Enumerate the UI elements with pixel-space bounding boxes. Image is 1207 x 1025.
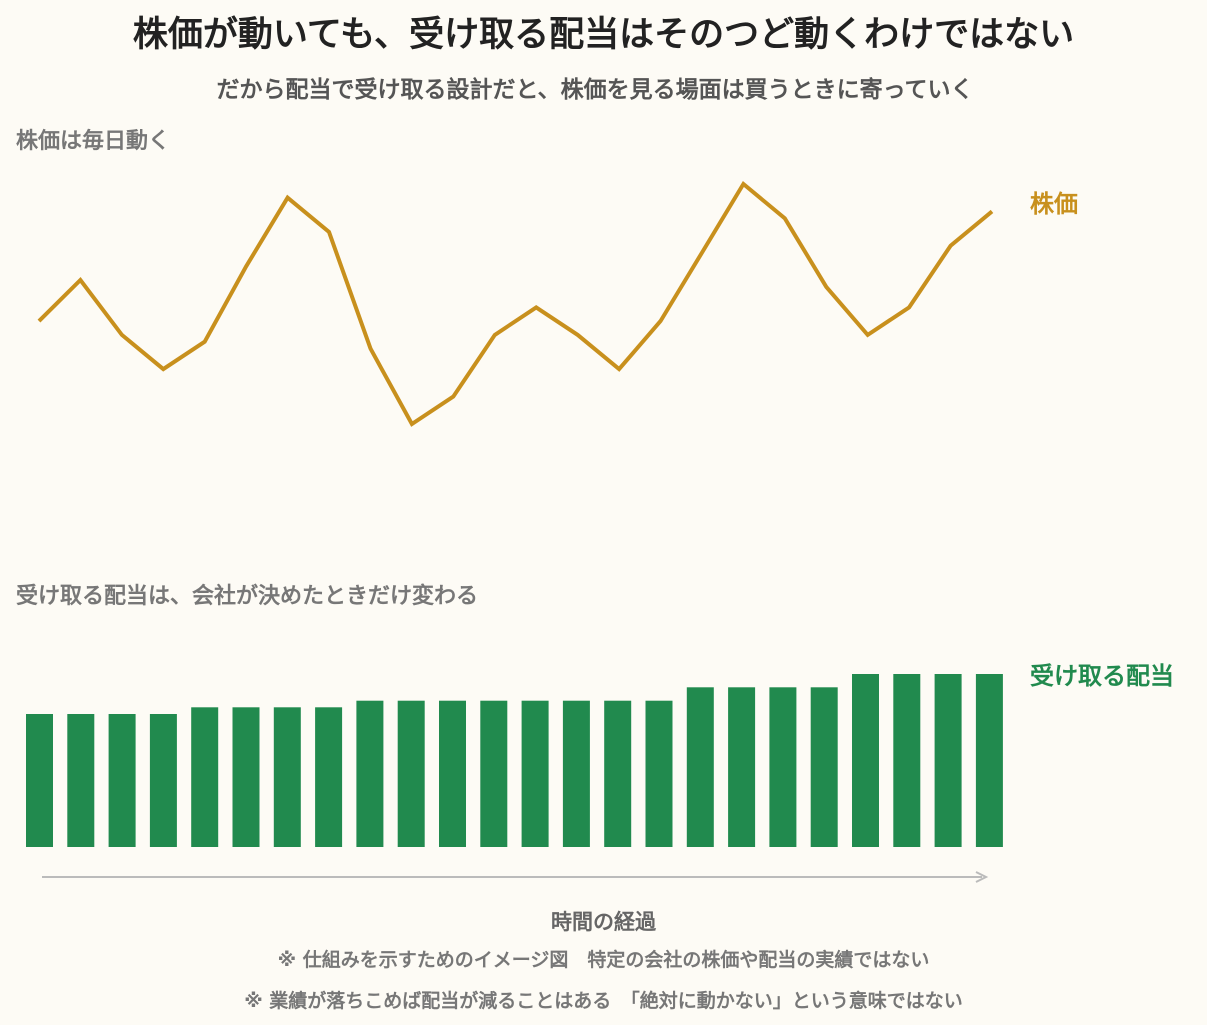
note-1: ※ 仕組みを示すためのイメージ図 特定の会社の株価や配当の実績ではない (277, 949, 930, 971)
dividend-bar-21 (893, 674, 921, 847)
dividend-bar-16 (686, 687, 714, 847)
chart-title: 株価が動いても、受け取る配当はそのつど動くわけではない (132, 15, 1075, 55)
dividend-bar-2 (108, 714, 136, 847)
time-axis-arrowhead (975, 871, 989, 883)
dividend-bar-5 (232, 707, 260, 847)
dividend-bar-19 (810, 687, 838, 847)
dividend-bar-10 (439, 700, 466, 847)
time-axis (42, 871, 989, 883)
time-axis-label: 時間の経過 (551, 910, 656, 934)
dividend-bar-9 (397, 700, 425, 847)
dividend-series-label: 受け取る配当 (1030, 662, 1174, 690)
dividend-bar-0 (26, 714, 53, 847)
dividend-bar-11 (480, 700, 508, 847)
dividend-bar-6 (273, 707, 301, 847)
dividend-bar-15 (645, 700, 673, 847)
dividend-bar-3 (149, 714, 177, 847)
dividend-bar-8 (356, 700, 384, 847)
dividend-bar-7 (315, 707, 343, 847)
dividend-bar-17 (728, 687, 756, 847)
note-2: ※ 業績が落ちこめば配当が減ることはある 「絶対に動かない」という意味ではない (244, 990, 963, 1012)
dividend-bar-13 (562, 700, 590, 847)
dividend-bar-23 (975, 674, 1003, 847)
price-panel-label: 株価は毎日動く (16, 129, 171, 154)
dividend-bar-1 (67, 714, 95, 847)
price-line (37, 180, 994, 427)
dividend-bar-4 (191, 707, 219, 847)
dividend-bar-18 (769, 687, 797, 847)
dividend-bar-20 (852, 674, 879, 847)
dividend-bar-chart (26, 674, 1003, 847)
price-series-label: 株価 (1030, 190, 1078, 218)
price-line-chart (37, 180, 994, 427)
dividend-panel-label: 受け取る配当は、会社が決めたときだけ変わる (16, 584, 479, 609)
dividend-bar-22 (934, 674, 962, 847)
dividend-bar-12 (521, 700, 549, 847)
dividend-bar-14 (604, 700, 632, 847)
chart-subtitle: だから配当で受け取る設計だと、株価を見る場面は買うときに寄っていく (216, 77, 974, 103)
